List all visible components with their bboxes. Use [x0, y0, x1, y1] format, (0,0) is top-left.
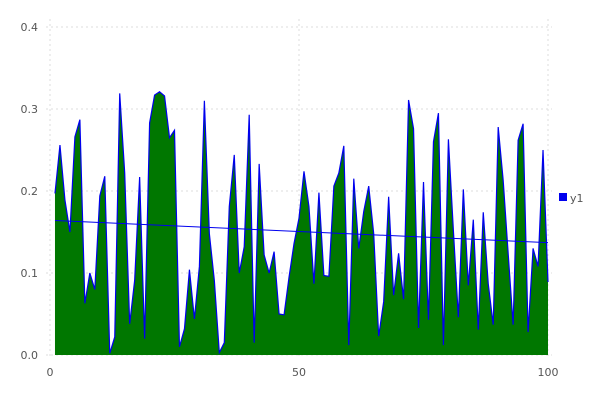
legend-label-y1: y1: [570, 192, 584, 205]
y-tick-label: 0.1: [21, 267, 39, 280]
y-tick-label: 0.2: [21, 185, 39, 198]
x-tick-label: 0: [47, 366, 54, 379]
legend-swatch-y1: [559, 193, 567, 201]
legend[interactable]: y1: [559, 192, 584, 205]
x-tick-label: 100: [538, 366, 559, 379]
y-tick-label: 0.0: [21, 349, 39, 362]
x-tick-label: 50: [292, 366, 306, 379]
y-tick-label: 0.3: [21, 103, 39, 116]
y-tick-label: 0.4: [21, 21, 39, 34]
